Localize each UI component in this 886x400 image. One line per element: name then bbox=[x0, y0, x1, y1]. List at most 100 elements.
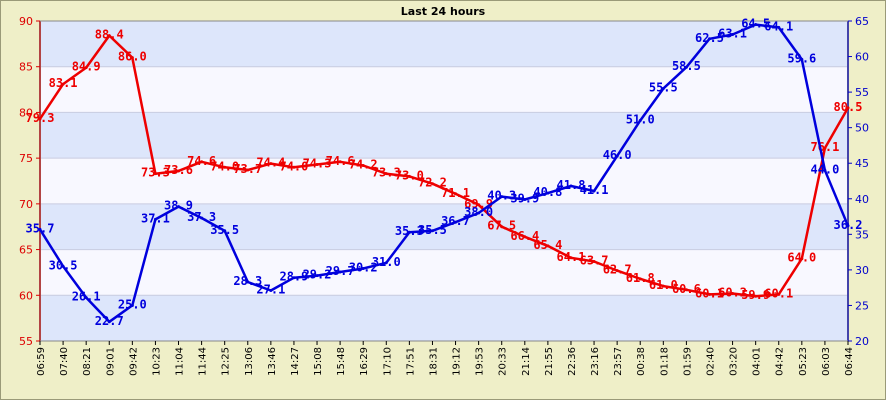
data-point bbox=[707, 292, 711, 296]
x-tick-label: 03:20 bbox=[729, 347, 740, 376]
left-tick-label: 60 bbox=[19, 289, 33, 302]
right-tick-label: 40 bbox=[855, 193, 869, 206]
data-label: 79.3 bbox=[26, 111, 55, 125]
data-point bbox=[569, 256, 573, 260]
x-tick-label: 23:16 bbox=[590, 347, 601, 376]
x-tick-label: 01:59 bbox=[682, 347, 693, 376]
x-tick-label: 17:51 bbox=[405, 347, 416, 376]
data-point bbox=[38, 117, 42, 121]
data-label: 35.5 bbox=[210, 223, 239, 237]
x-tick-label: 10:23 bbox=[151, 347, 162, 376]
data-label: 72.2 bbox=[418, 176, 447, 190]
data-point bbox=[153, 172, 157, 176]
x-tick-label: 02:40 bbox=[705, 347, 716, 376]
x-tick-label: 22:36 bbox=[567, 347, 578, 376]
right-tick-label: 45 bbox=[855, 157, 869, 170]
data-label: 37.3 bbox=[187, 210, 216, 224]
data-label: 51.0 bbox=[626, 113, 655, 127]
x-tick-label: 00:38 bbox=[636, 347, 647, 376]
data-point bbox=[84, 296, 88, 300]
data-label: 59.6 bbox=[787, 51, 816, 65]
plot-band bbox=[40, 112, 848, 159]
data-label: 63.1 bbox=[718, 27, 747, 41]
data-point bbox=[684, 288, 688, 292]
data-point bbox=[477, 211, 481, 215]
data-point bbox=[523, 197, 527, 201]
data-label: 74.6 bbox=[326, 154, 355, 168]
x-tick-label: 06:44 bbox=[844, 347, 855, 376]
x-tick-label: 09:42 bbox=[128, 347, 139, 376]
data-point bbox=[223, 229, 227, 233]
data-point bbox=[754, 294, 758, 298]
data-point bbox=[61, 82, 65, 86]
data-label: 28.9 bbox=[279, 270, 308, 284]
data-label: 73.6 bbox=[164, 163, 193, 177]
data-label: 64.1 bbox=[764, 19, 793, 33]
x-tick-label: 06:03 bbox=[821, 347, 832, 376]
data-label: 74.3 bbox=[303, 157, 332, 171]
data-label: 38.0 bbox=[464, 205, 493, 219]
data-label: 88.4 bbox=[95, 28, 124, 42]
x-tick-label: 15:48 bbox=[336, 347, 347, 376]
x-tick-label: 09:01 bbox=[105, 347, 116, 376]
data-label: 74.0 bbox=[279, 159, 308, 173]
data-label: 35.3 bbox=[395, 224, 424, 238]
data-point bbox=[361, 266, 365, 270]
x-tick-label: 04:01 bbox=[752, 347, 763, 376]
left-tick-label: 55 bbox=[19, 335, 33, 348]
data-point bbox=[500, 195, 504, 199]
data-point bbox=[246, 280, 250, 284]
data-label: 55.5 bbox=[649, 81, 678, 95]
x-tick-label: 05:23 bbox=[798, 347, 809, 376]
series-line-2 bbox=[38, 23, 850, 324]
data-point bbox=[546, 191, 550, 195]
data-label: 65.4 bbox=[533, 238, 562, 252]
data-point bbox=[477, 203, 481, 207]
data-label: 74.4 bbox=[256, 156, 285, 170]
data-label: 36.7 bbox=[441, 214, 470, 228]
x-tick-label: 11:04 bbox=[175, 347, 186, 376]
data-label: 83.1 bbox=[49, 76, 78, 90]
x-tick-label: 23:57 bbox=[613, 347, 624, 376]
data-label: 80.5 bbox=[834, 100, 863, 114]
data-point bbox=[684, 65, 688, 69]
data-label: 71.1 bbox=[441, 186, 470, 200]
data-point bbox=[731, 291, 735, 295]
data-label: 59.9 bbox=[741, 288, 770, 302]
series-line-1 bbox=[38, 34, 850, 298]
data-point bbox=[569, 184, 573, 188]
data-point bbox=[638, 277, 642, 281]
data-label: 25.0 bbox=[118, 297, 147, 311]
x-tick-label: 08:21 bbox=[82, 347, 93, 376]
left-tick-label: 75 bbox=[19, 152, 33, 165]
data-label: 74.0 bbox=[210, 159, 239, 173]
data-label: 29.7 bbox=[326, 264, 355, 278]
x-tick-label: 21:14 bbox=[521, 347, 532, 376]
data-label: 86.0 bbox=[118, 50, 147, 64]
data-label: 36.2 bbox=[834, 218, 863, 232]
x-tick-label: 14:27 bbox=[290, 347, 301, 376]
data-label: 73.7 bbox=[233, 162, 262, 176]
data-point bbox=[454, 192, 458, 196]
data-label: 28.3 bbox=[233, 274, 262, 288]
data-point bbox=[361, 163, 365, 167]
data-label: 29.2 bbox=[303, 268, 332, 282]
right-tick-label: 55 bbox=[855, 86, 869, 99]
data-point bbox=[246, 168, 250, 172]
data-label: 73.0 bbox=[395, 168, 424, 182]
data-label: 67.5 bbox=[487, 219, 516, 233]
x-tick-label: 19:53 bbox=[475, 347, 486, 376]
data-label: 30.5 bbox=[49, 258, 78, 272]
data-label: 37.1 bbox=[141, 211, 170, 225]
data-point bbox=[407, 230, 411, 234]
data-point bbox=[615, 269, 619, 273]
data-label: 31.0 bbox=[372, 255, 401, 269]
data-point bbox=[269, 289, 273, 293]
data-label: 60.2 bbox=[718, 285, 747, 299]
left-tick-label: 65 bbox=[19, 244, 33, 257]
data-label: 74.6 bbox=[187, 154, 216, 168]
data-point bbox=[823, 146, 827, 150]
data-point bbox=[407, 174, 411, 178]
data-label: 73.3 bbox=[372, 166, 401, 180]
data-label: 38.9 bbox=[164, 199, 193, 213]
